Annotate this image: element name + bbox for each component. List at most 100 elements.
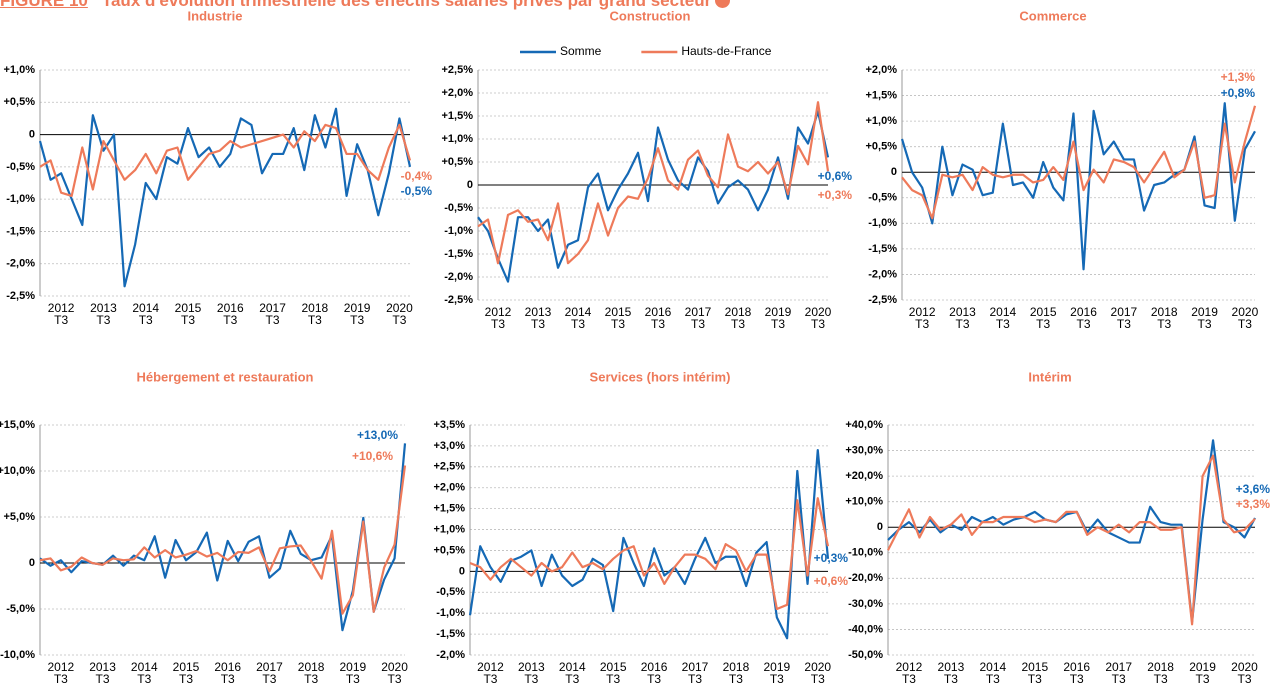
x-tick-label: 2020 T3 [804, 305, 832, 331]
y-tick-label: 0 [891, 166, 897, 178]
figure-title: Taux d'évolution trimestrielle des effec… [101, 0, 712, 10]
y-tick-label: -0,5% [868, 192, 897, 204]
y-tick-label: +1,0% [866, 115, 898, 127]
x-tick-label: 2014 T3 [989, 305, 1017, 331]
y-tick-label: -20,0% [848, 572, 883, 584]
series-line [39, 123, 412, 198]
x-tick-label: 2016 T3 [216, 301, 244, 327]
y-tick-label: -1,5% [868, 243, 897, 255]
value-label: -0,4% [401, 169, 433, 183]
value-label: +0,6% [818, 169, 853, 183]
x-tick-label: 2013 T3 [518, 660, 545, 686]
series-line [887, 439, 1256, 623]
legend-label: Hauts-de-France [681, 44, 771, 58]
value-label: +10,6% [352, 449, 393, 463]
y-tick-label: +3,5% [434, 419, 466, 431]
chart-title: Industrie [188, 8, 243, 23]
x-tick-label: 2012 T3 [484, 305, 512, 331]
x-tick-label: 2013 T3 [937, 660, 965, 686]
x-tick-label: 2020 T3 [386, 301, 413, 327]
y-tick-label: -0,5% [444, 202, 473, 214]
value-label: +1,3% [1221, 70, 1256, 84]
y-tick-label: +20,0% [845, 470, 883, 482]
value-label: +0,8% [1221, 86, 1256, 100]
x-tick-label: 2016 T3 [214, 660, 242, 686]
y-tick-label: +1,5% [442, 110, 474, 122]
x-tick-label: 2016 T3 [1070, 305, 1097, 331]
y-tick-label: +30,0% [845, 444, 883, 456]
y-tick-label: -1,0% [436, 607, 465, 619]
value-label: +3,6% [1236, 482, 1271, 496]
series-line [469, 497, 830, 611]
series-line [901, 105, 1257, 220]
x-tick-label: 2017 T3 [1105, 660, 1133, 686]
x-tick-label: 2015 T3 [174, 301, 202, 327]
y-tick-label: +2,0% [442, 87, 474, 99]
chart-title: Hébergement et restauration [137, 369, 314, 384]
figure-number: FIGURE 10 [0, 0, 88, 10]
x-tick-label: 2013 T3 [90, 301, 117, 327]
series-line [887, 454, 1256, 626]
figure-icon [715, 0, 731, 8]
y-tick-label: -2,0% [6, 258, 35, 270]
series-line [477, 101, 830, 265]
x-tick-label: 2014 T3 [558, 660, 586, 686]
x-tick-label: 2014 T3 [979, 660, 1007, 686]
y-tick-label: -40,0% [848, 623, 883, 635]
y-tick-label: -5,0% [6, 603, 35, 615]
y-tick-label: 0 [877, 521, 883, 533]
y-tick-label: -1,5% [6, 225, 35, 237]
x-tick-label: 2014 T3 [564, 305, 592, 331]
chart-title: Services (hors intérim) [590, 369, 731, 384]
x-tick-label: 2013 T3 [89, 660, 116, 686]
value-label: +0,3% [814, 551, 849, 565]
y-tick-label: +2,5% [442, 64, 474, 76]
x-tick-label: 2017 T3 [1110, 305, 1138, 331]
x-tick-label: 2019 T3 [1191, 305, 1218, 331]
y-tick-label: +2,0% [434, 482, 466, 494]
y-tick-label: -0,5% [436, 586, 465, 598]
y-tick-label: -1,0% [444, 225, 473, 237]
y-tick-label: +10,0% [0, 465, 35, 477]
chart-title: Intérim [1028, 369, 1071, 384]
x-tick-label: 2015 T3 [1021, 660, 1049, 686]
x-tick-label: 2012 T3 [47, 660, 75, 686]
y-tick-label: -1,5% [444, 248, 473, 260]
x-tick-label: 2012 T3 [47, 301, 75, 327]
y-tick-label: -2,5% [6, 290, 35, 302]
y-tick-label: +0,5% [442, 156, 474, 168]
y-tick-label: -2,0% [436, 649, 465, 661]
x-tick-label: 2017 T3 [259, 301, 286, 327]
y-tick-label: +5,0% [4, 511, 36, 523]
x-tick-label: 2013 T3 [949, 305, 976, 331]
series-line [39, 443, 407, 632]
x-tick-label: 2017 T3 [256, 660, 283, 686]
x-tick-label: 2020 T3 [804, 660, 832, 686]
x-tick-label: 2017 T3 [684, 305, 712, 331]
y-tick-label: +2,5% [434, 461, 466, 473]
y-tick-label: 0 [29, 128, 35, 140]
chart-title: Construction [610, 8, 691, 23]
legend-label: Somme [560, 44, 602, 58]
value-label: -0,5% [401, 184, 433, 198]
y-tick-label: +0,5% [4, 96, 36, 108]
y-tick-label: -10,0% [0, 649, 35, 661]
y-tick-label: +1,0% [434, 523, 466, 535]
y-tick-label: +15,0% [0, 419, 35, 431]
x-tick-label: 2012 T3 [477, 660, 504, 686]
x-tick-label: 2018 T3 [297, 660, 325, 686]
x-tick-label: 2018 T3 [301, 301, 329, 327]
series-line [477, 110, 830, 283]
x-tick-label: 2018 T3 [1147, 660, 1174, 686]
value-label: +3,3% [1236, 497, 1271, 511]
x-tick-label: 2012 T3 [908, 305, 936, 331]
y-tick-label: +2,0% [866, 64, 898, 76]
x-tick-label: 2018 T3 [1150, 305, 1178, 331]
x-tick-label: 2018 T3 [724, 305, 752, 331]
x-tick-label: 2014 T3 [132, 301, 160, 327]
y-tick-label: -2,0% [868, 268, 897, 280]
y-tick-label: +40,0% [845, 419, 883, 431]
x-tick-label: 2015 T3 [599, 660, 627, 686]
x-tick-label: 2016 T3 [1063, 660, 1091, 686]
